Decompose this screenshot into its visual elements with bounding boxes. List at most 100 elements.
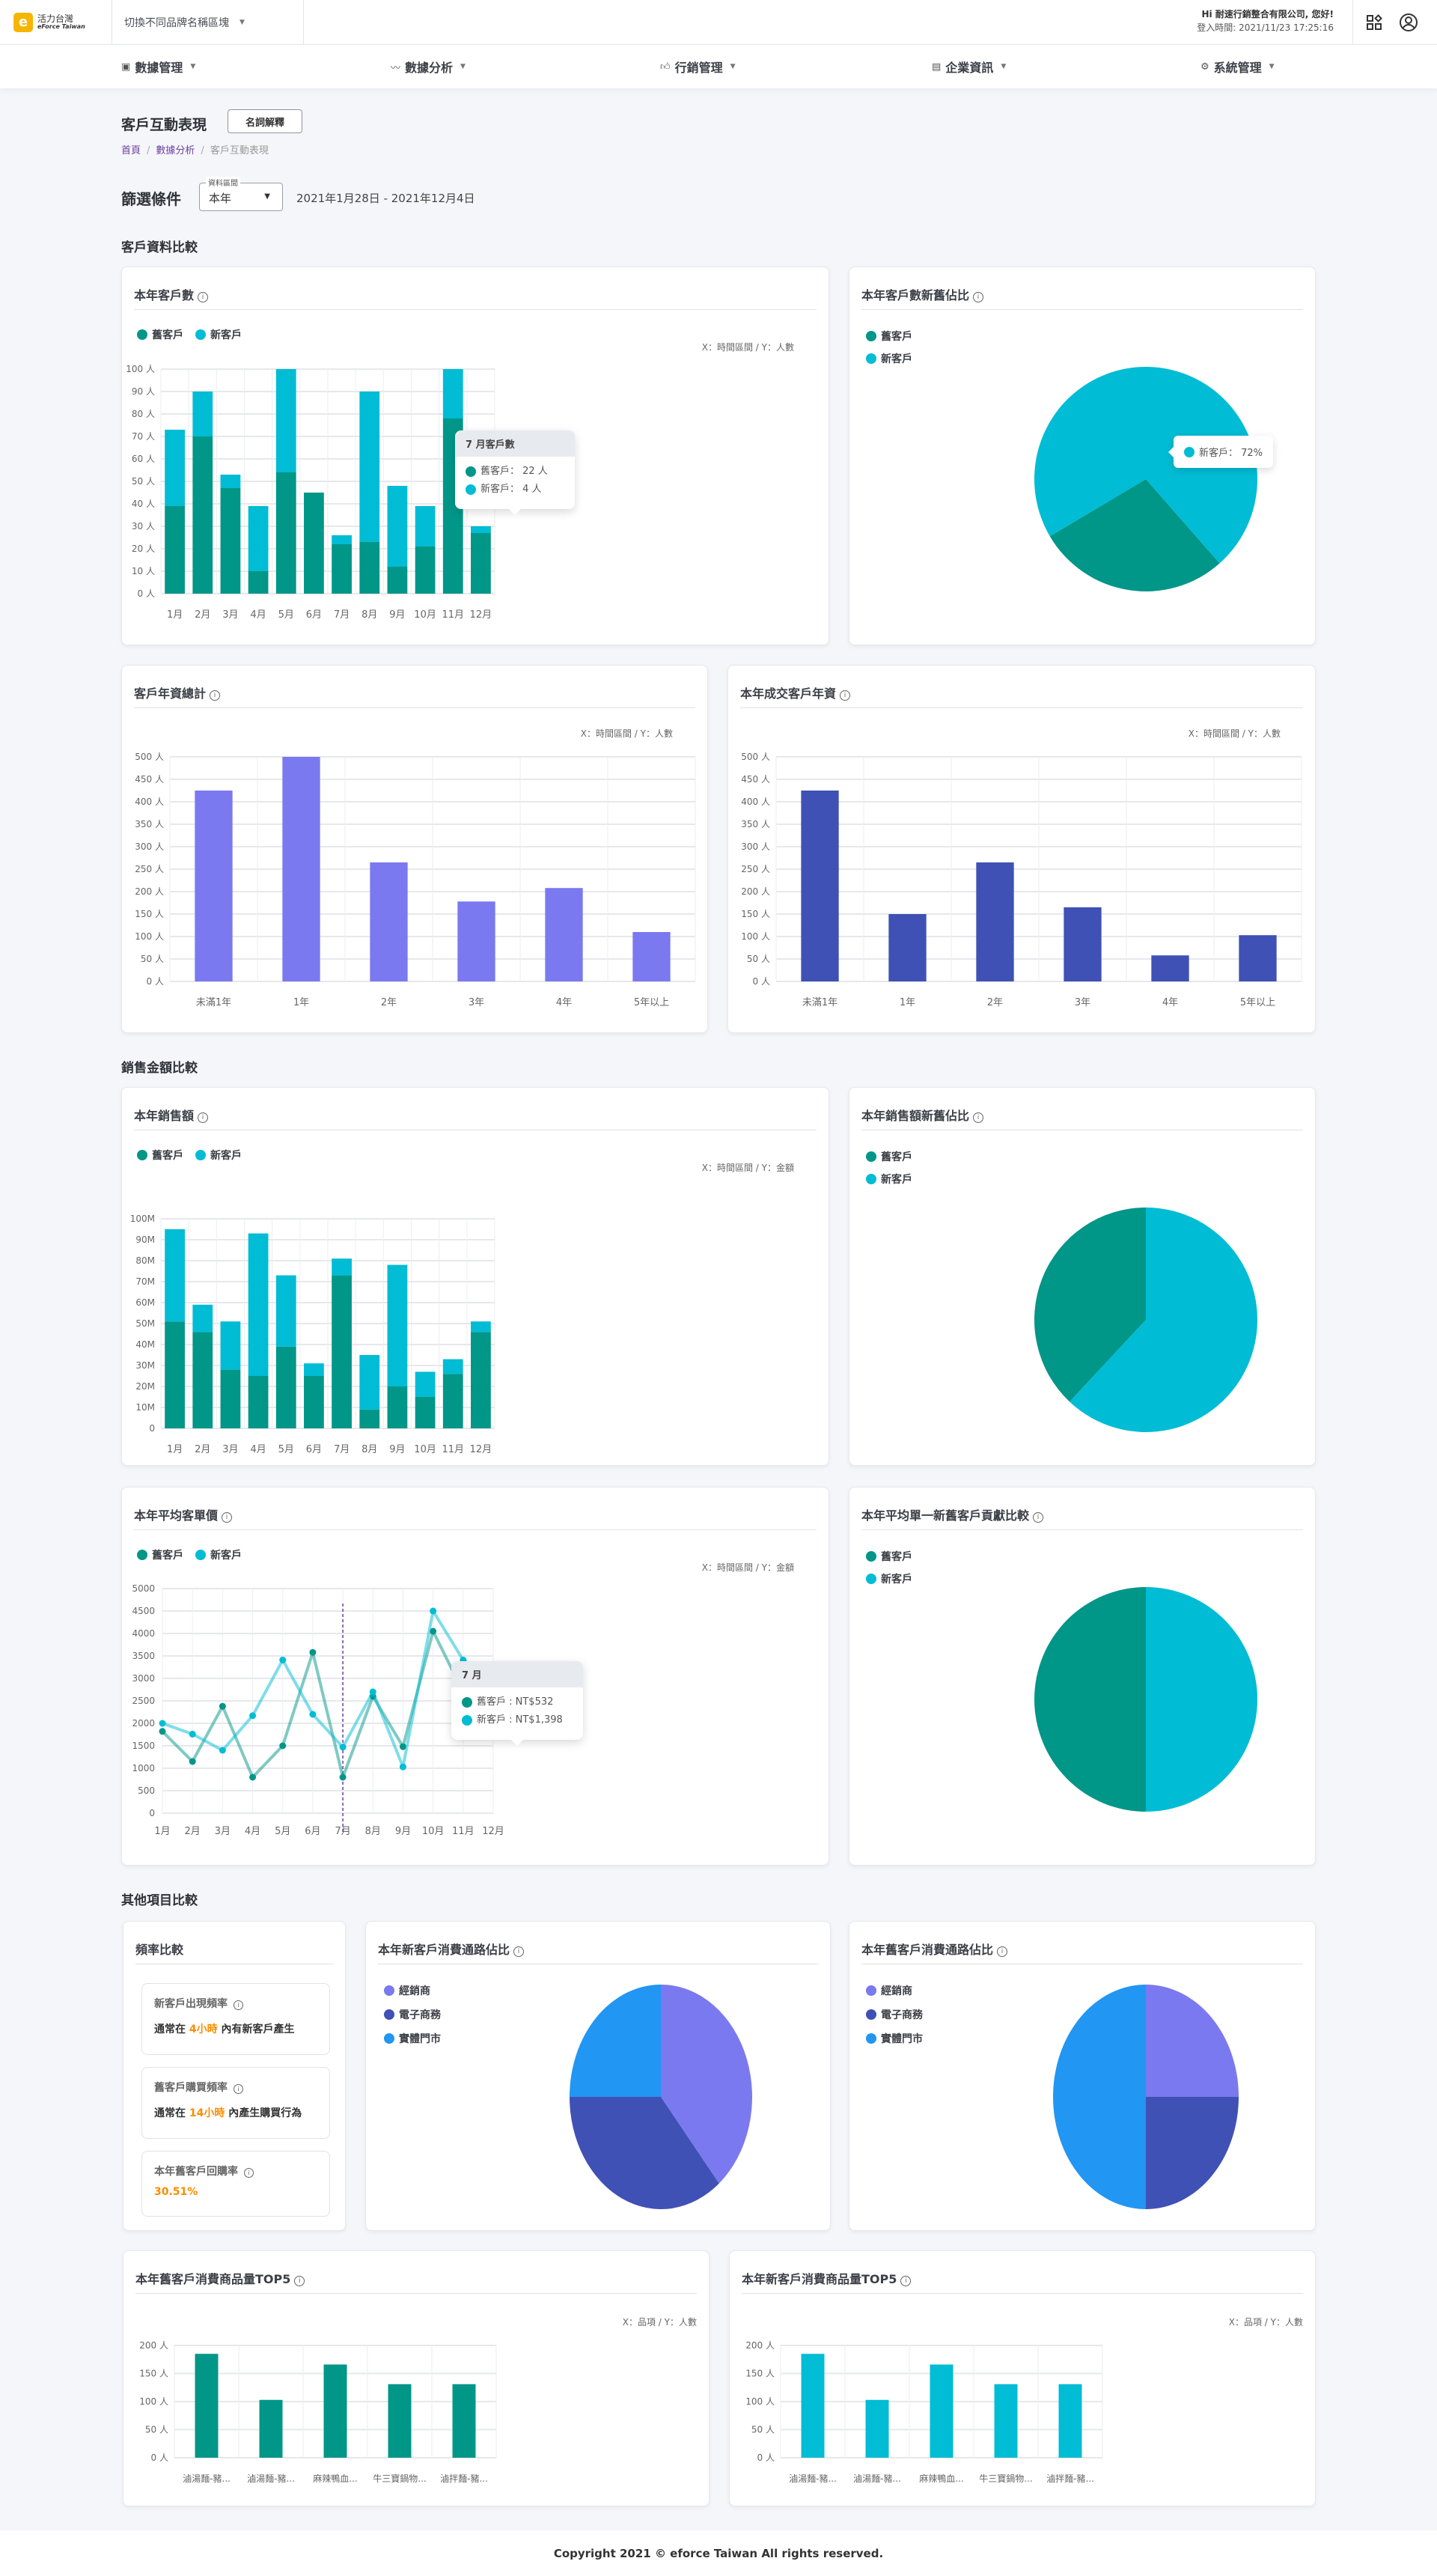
x-tick-label: 11月 bbox=[452, 1826, 475, 1837]
nav-item-data-management[interactable]: ▣ 數據管理 ▼ bbox=[121, 45, 195, 88]
legend-item-new[interactable]: 新客戶 bbox=[195, 1148, 242, 1163]
card-title: 本年舊客戶消費商品量TOP5 i bbox=[135, 2269, 305, 2287]
y-tick-label: 0 人 bbox=[147, 976, 164, 987]
bar bbox=[632, 932, 671, 981]
breadcrumb: 首頁 / 數據分析 / 客戶互動表現 bbox=[121, 145, 269, 156]
bar bbox=[865, 2399, 889, 2458]
legend-item-new[interactable]: 新客戶 bbox=[866, 351, 912, 366]
divider bbox=[134, 309, 817, 310]
legend-item-old[interactable]: 舊客戶 bbox=[866, 329, 912, 344]
y-tick-label: 450 人 bbox=[741, 774, 770, 785]
legend-dot bbox=[466, 484, 476, 495]
pie-slice-old bbox=[1049, 479, 1220, 591]
info-icon[interactable]: i bbox=[222, 1512, 233, 1523]
axis-note: X：品項 / Y：人數 bbox=[622, 2317, 697, 2327]
x-tick-label: 5月 bbox=[275, 1826, 290, 1837]
x-tick-label: 8月 bbox=[361, 1444, 377, 1455]
bar bbox=[976, 862, 1014, 981]
legend-item-old[interactable]: 舊客戶 bbox=[137, 1148, 183, 1163]
data-point-old bbox=[159, 1728, 166, 1735]
chart-legend: 舊客戶 新客戶 bbox=[866, 329, 912, 366]
bar-new bbox=[192, 392, 213, 436]
glossary-button[interactable]: 名詞解釋 bbox=[228, 109, 302, 133]
breadcrumb-data-analysis[interactable]: 數據分析 bbox=[156, 145, 195, 156]
info-icon[interactable]: i bbox=[198, 292, 209, 302]
user-account-icon[interactable] bbox=[1398, 12, 1419, 33]
legend-item-old[interactable]: 舊客戶 bbox=[866, 1549, 912, 1564]
info-icon[interactable]: i bbox=[973, 1112, 984, 1123]
legend-item-new[interactable]: 新客戶 bbox=[866, 1172, 912, 1187]
divider bbox=[740, 707, 1303, 708]
legend-item-new[interactable]: 新客戶 bbox=[866, 1571, 912, 1586]
info-icon[interactable]: i bbox=[198, 1112, 209, 1123]
info-icon[interactable]: i bbox=[294, 2276, 305, 2286]
logo-cn-text: 活力台灣 bbox=[37, 13, 74, 24]
info-icon[interactable]: i bbox=[840, 690, 851, 701]
series-line-old bbox=[161, 1630, 493, 1779]
nav-label: 企業資訊 bbox=[945, 61, 994, 75]
legend-item-old[interactable]: 舊客戶 bbox=[866, 1149, 912, 1164]
legend-item-new[interactable]: 新客戶 bbox=[195, 327, 242, 342]
nav-item-marketing[interactable]: 👍︎ 行銷管理 ▼ bbox=[660, 45, 736, 88]
x-tick-label: 4月 bbox=[245, 1826, 260, 1837]
bar-old bbox=[332, 544, 352, 594]
legend-item-dealer[interactable]: 經銷商 bbox=[866, 1983, 923, 1998]
y-tick-label: 0 人 bbox=[753, 976, 770, 987]
pie-tooltip-text: 新客戶： 72% bbox=[1199, 448, 1263, 459]
breadcrumb-home[interactable]: 首頁 bbox=[121, 145, 141, 156]
info-icon[interactable]: i bbox=[900, 2276, 912, 2286]
x-tick-label: 4年 bbox=[1162, 997, 1178, 1008]
divider bbox=[1352, 0, 1353, 45]
x-tick-label: 4月 bbox=[250, 1444, 266, 1455]
legend-item-ecommerce[interactable]: 電子商務 bbox=[384, 2007, 441, 2022]
nav-item-data-analysis[interactable]: 〰 數據分析 ▼ bbox=[391, 45, 466, 88]
x-tick-label: 滷拌麵-豬... bbox=[440, 2473, 488, 2484]
bar bbox=[388, 2384, 412, 2458]
y-tick-label: 50 人 bbox=[747, 954, 770, 964]
card-tenure: 客戶年資總計 i X：時間區間 / Y：人數 0 人 50 人 100 人 150 人 2… bbox=[121, 665, 708, 1033]
legend-item-old[interactable]: 舊客戶 bbox=[137, 327, 183, 342]
brand-switch-dropdown[interactable]: 切換不同品牌名稱區塊 ▼ bbox=[112, 0, 304, 45]
x-tick-label: 3月 bbox=[222, 609, 238, 621]
y-tick-label: 0 bbox=[149, 1423, 155, 1434]
legend-dot bbox=[384, 2009, 394, 2020]
nav-item-system[interactable]: ⚙ 系統管理 ▼ bbox=[1200, 45, 1275, 88]
y-tick-label: 350 人 bbox=[135, 819, 164, 829]
legend-item-old[interactable]: 舊客戶 bbox=[137, 1547, 183, 1562]
legend-item-store[interactable]: 實體門市 bbox=[866, 2031, 923, 2046]
y-tick-label: 40M bbox=[135, 1339, 155, 1350]
data-point-new bbox=[159, 1720, 166, 1727]
info-icon[interactable]: i bbox=[513, 1946, 525, 1957]
footer: Copyright 2021 © eforce Taiwan All right… bbox=[0, 2530, 1437, 2576]
info-icon[interactable]: i bbox=[210, 690, 221, 701]
bar-old bbox=[192, 436, 213, 594]
legend-item-ecommerce[interactable]: 電子商務 bbox=[866, 2007, 923, 2022]
info-icon[interactable]: i bbox=[997, 1946, 1008, 1957]
data-point-old bbox=[430, 1627, 437, 1635]
bar-old bbox=[442, 1374, 463, 1428]
data-point-new bbox=[219, 1747, 226, 1754]
logo[interactable]: e 活力台灣 eForce Taiwan bbox=[0, 0, 112, 45]
freq-new-customer: 新客戶出現頻率 i 通常在 4小時 內有新客戶產生 bbox=[141, 1983, 330, 2055]
tooltip-new: 新客戶 : NT$1,398 bbox=[477, 1714, 563, 1726]
legend-item-store[interactable]: 實體門市 bbox=[384, 2031, 441, 2046]
y-tick-label: 1500 bbox=[132, 1741, 155, 1751]
data-point-old bbox=[219, 1702, 226, 1710]
tooltip-old: 舊客戶： 22 人 bbox=[480, 466, 548, 477]
info-icon[interactable]: i bbox=[234, 2000, 243, 2010]
card-title: 本年新客戶消費商品量TOP5 i bbox=[742, 2269, 912, 2287]
y-tick-label: 4500 bbox=[132, 1606, 155, 1616]
legend-item-new[interactable]: 新客戶 bbox=[195, 1547, 242, 1562]
bar-new bbox=[332, 1258, 352, 1276]
apps-icon[interactable] bbox=[1364, 12, 1385, 33]
caret-down-icon: ▼ bbox=[264, 192, 270, 201]
info-icon[interactable]: i bbox=[234, 2084, 243, 2094]
trend-icon: 〰 bbox=[391, 62, 401, 74]
legend-item-dealer[interactable]: 經銷商 bbox=[384, 1983, 441, 1998]
info-icon[interactable]: i bbox=[973, 292, 984, 302]
info-icon[interactable]: i bbox=[244, 2168, 254, 2178]
data-range-select[interactable]: 資料區間 本年 ▼ bbox=[199, 177, 283, 211]
section-title-customer: 客戶資料比較 bbox=[121, 240, 198, 255]
nav-item-company-info[interactable]: ▤ 企業資訊 ▼ bbox=[932, 45, 1006, 88]
info-icon[interactable]: i bbox=[1033, 1512, 1044, 1523]
